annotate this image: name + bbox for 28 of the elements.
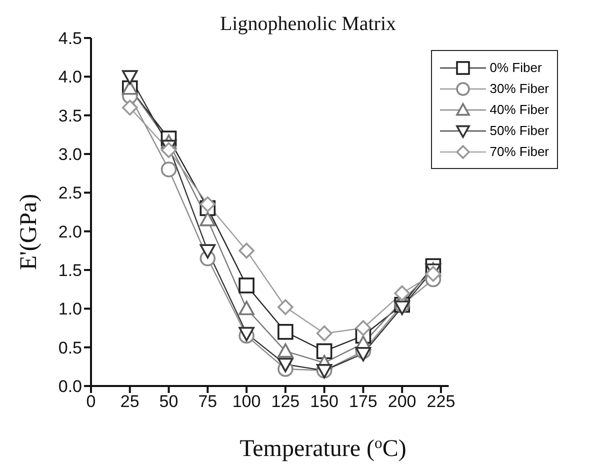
- legend-label: 70% Fiber: [490, 144, 549, 159]
- y-tick-label: 0.5: [58, 338, 82, 358]
- x-tick-label: 25: [120, 392, 140, 412]
- x-tick-label: 125: [271, 392, 300, 412]
- y-tick-label: 3.5: [58, 106, 82, 126]
- y-tick-label: 4.0: [58, 68, 82, 87]
- y-tick-label: 2.5: [58, 184, 82, 203]
- x-tick-label: 0: [86, 392, 96, 412]
- x-tick-label: 200: [388, 392, 416, 412]
- x-tick-label: 225: [426, 392, 456, 412]
- y-tick-label: 0.0: [58, 377, 82, 396]
- legend-label: 40% Fiber: [490, 102, 549, 117]
- x-tick-label: 50: [159, 392, 178, 412]
- y-tick-label: 3.0: [58, 145, 82, 164]
- x-tick-label: 175: [349, 392, 378, 412]
- legend-label: 30% Fiber: [490, 81, 549, 96]
- x-tick-label: 150: [310, 392, 339, 412]
- y-tick-label: 1.5: [58, 261, 82, 280]
- x-tick-label: 75: [198, 392, 218, 412]
- x-axis-title: Temperature ($^{o}$C): [240, 434, 406, 462]
- y-tick-label: 4.5: [58, 29, 82, 48]
- y-tick-label: 2.0: [58, 222, 82, 242]
- chart-title: Lignophenolic Matrix: [220, 13, 396, 35]
- x-tick-label: 100: [232, 392, 261, 412]
- legend-label: 50% Fiber: [490, 123, 549, 138]
- y-axis-title: E'(GPa): [16, 194, 42, 270]
- legend-label: 0% Fiber: [490, 60, 542, 75]
- y-tick-label: 1.0: [58, 300, 82, 319]
